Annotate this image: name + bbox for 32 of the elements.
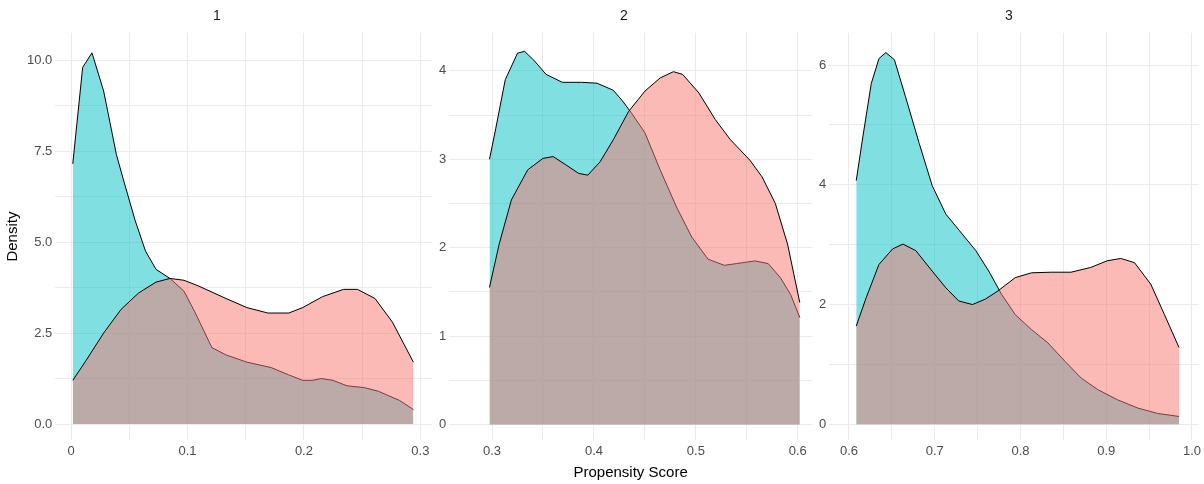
x-tick-label: 0 (67, 442, 75, 458)
x-tick-label: 0.2 (294, 442, 313, 458)
y-tick-label: 2 (819, 296, 827, 312)
y-tick-label: 0 (819, 415, 827, 431)
y-tick-label: 2.5 (34, 324, 53, 340)
chart-title: 3 (1005, 7, 1014, 24)
y-tick-label: 7.5 (34, 142, 53, 158)
x-tick-label: 0.6 (788, 442, 807, 458)
y-tick-label: 0 (439, 416, 447, 432)
x-tick-label: 0.6 (839, 442, 858, 458)
x-axis-title: Propensity Score (573, 463, 688, 481)
x-tick-label: 0.8 (1011, 442, 1030, 458)
x-tick-label: 1.0 (1182, 442, 1201, 458)
y-tick-label: 5.0 (34, 233, 53, 249)
chart-title: 2 (620, 7, 629, 24)
y-tick-label: 0.0 (34, 415, 53, 431)
y-tick-label: 4 (819, 176, 827, 192)
x-tick-label: 0.3 (411, 442, 430, 458)
y-tick-label: 4 (439, 62, 447, 78)
y-tick-label: 1 (439, 327, 447, 343)
x-tick-label: 0.5 (686, 442, 705, 458)
y-tick-label: 3 (439, 150, 447, 166)
y-tick-label: 6 (819, 56, 827, 72)
x-tick-label: 0.3 (482, 442, 502, 458)
x-tick-label: 0.7 (925, 442, 944, 458)
y-tick-label: 10.0 (26, 51, 53, 67)
x-tick-label: 0.1 (178, 442, 197, 458)
y-axis-title: Density (3, 211, 21, 262)
y-tick-label: 2 (439, 239, 447, 255)
x-tick-label: 0.9 (1097, 442, 1116, 458)
x-tick-label: 0.4 (584, 442, 603, 458)
chart-title: 1 (213, 7, 222, 24)
